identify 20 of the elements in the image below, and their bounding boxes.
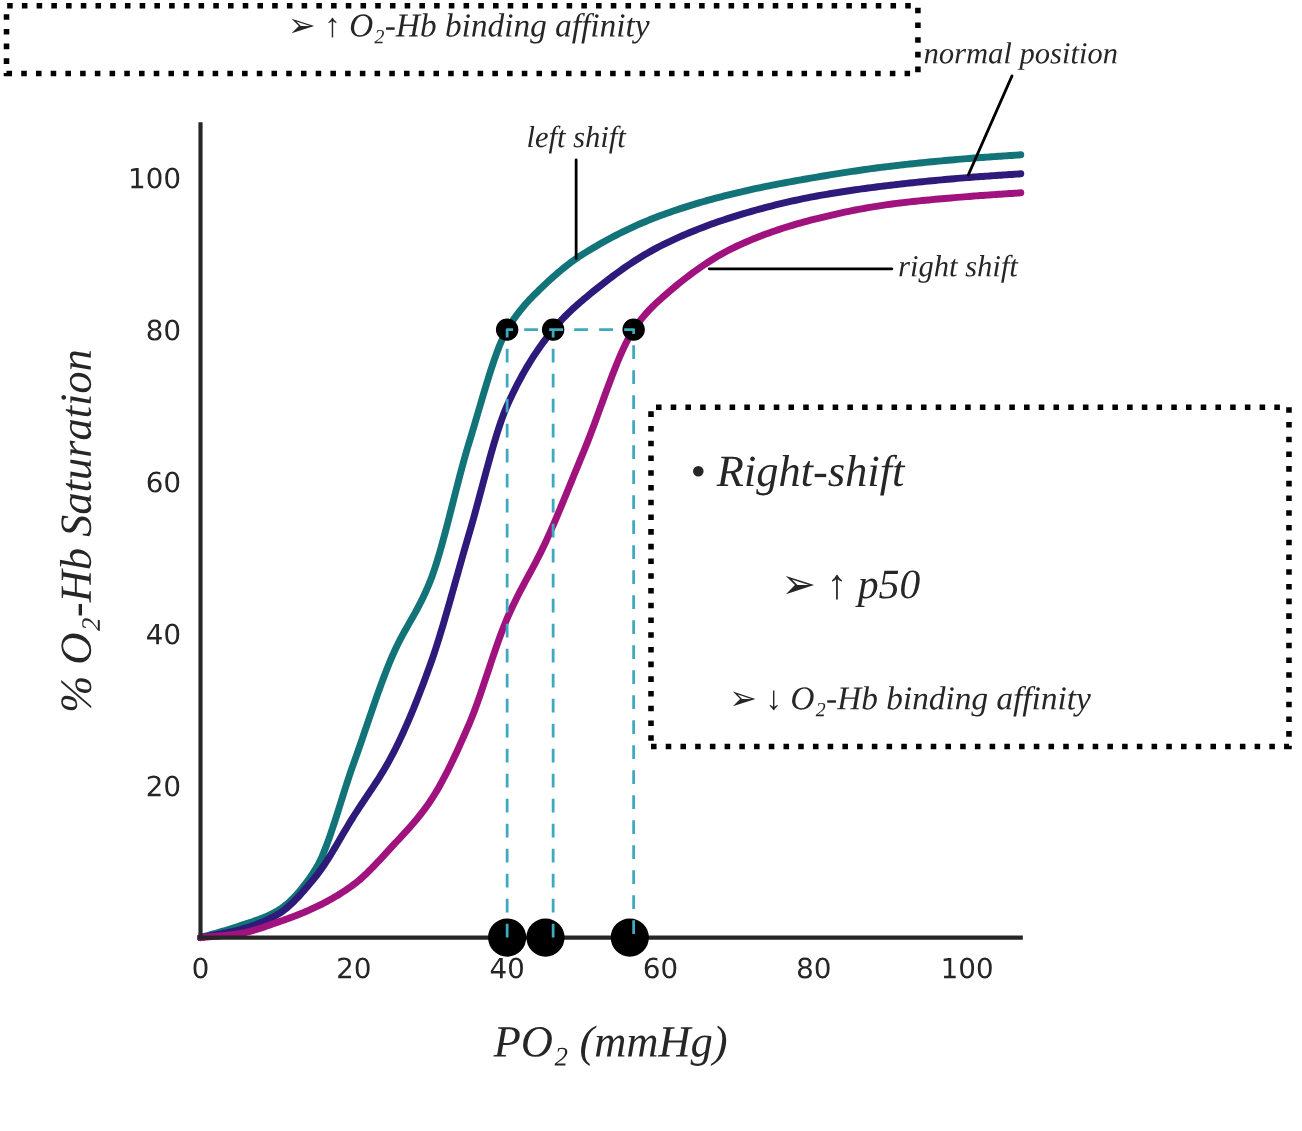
x-tick-label: 80: [798, 957, 830, 979]
annotation: left shift: [528, 125, 627, 154]
annotation: ➢ ↑ p50: [785, 570, 920, 608]
y-tick-label: 40: [147, 623, 180, 645]
y-tick-label: 60: [147, 471, 180, 493]
y-tick-label: 20: [147, 775, 180, 797]
y-axis-title: % O₂-Hb Saturation: [59, 351, 100, 711]
x-tick-label: 60: [644, 957, 677, 979]
x-tick-label: 0: [193, 957, 208, 979]
x-tick-label: 20: [338, 957, 370, 979]
annotation: ➢ ↓ O₂-Hb binding affinity: [732, 685, 1091, 717]
annotation: • Right-shift: [693, 454, 906, 496]
x-tick-label: 100: [943, 957, 992, 979]
y-tick-label: 100: [131, 167, 180, 189]
x-tick-label: 40: [490, 957, 523, 979]
y-tick-label: 80: [147, 319, 180, 341]
annotation: normal position: [924, 42, 1117, 70]
text: ➢ ↑ O₂-Hb binding affinity: [291, 12, 650, 44]
x-axis-title: PO₂ (mmHg): [493, 1025, 727, 1066]
annotation: right shift: [899, 254, 1019, 283]
